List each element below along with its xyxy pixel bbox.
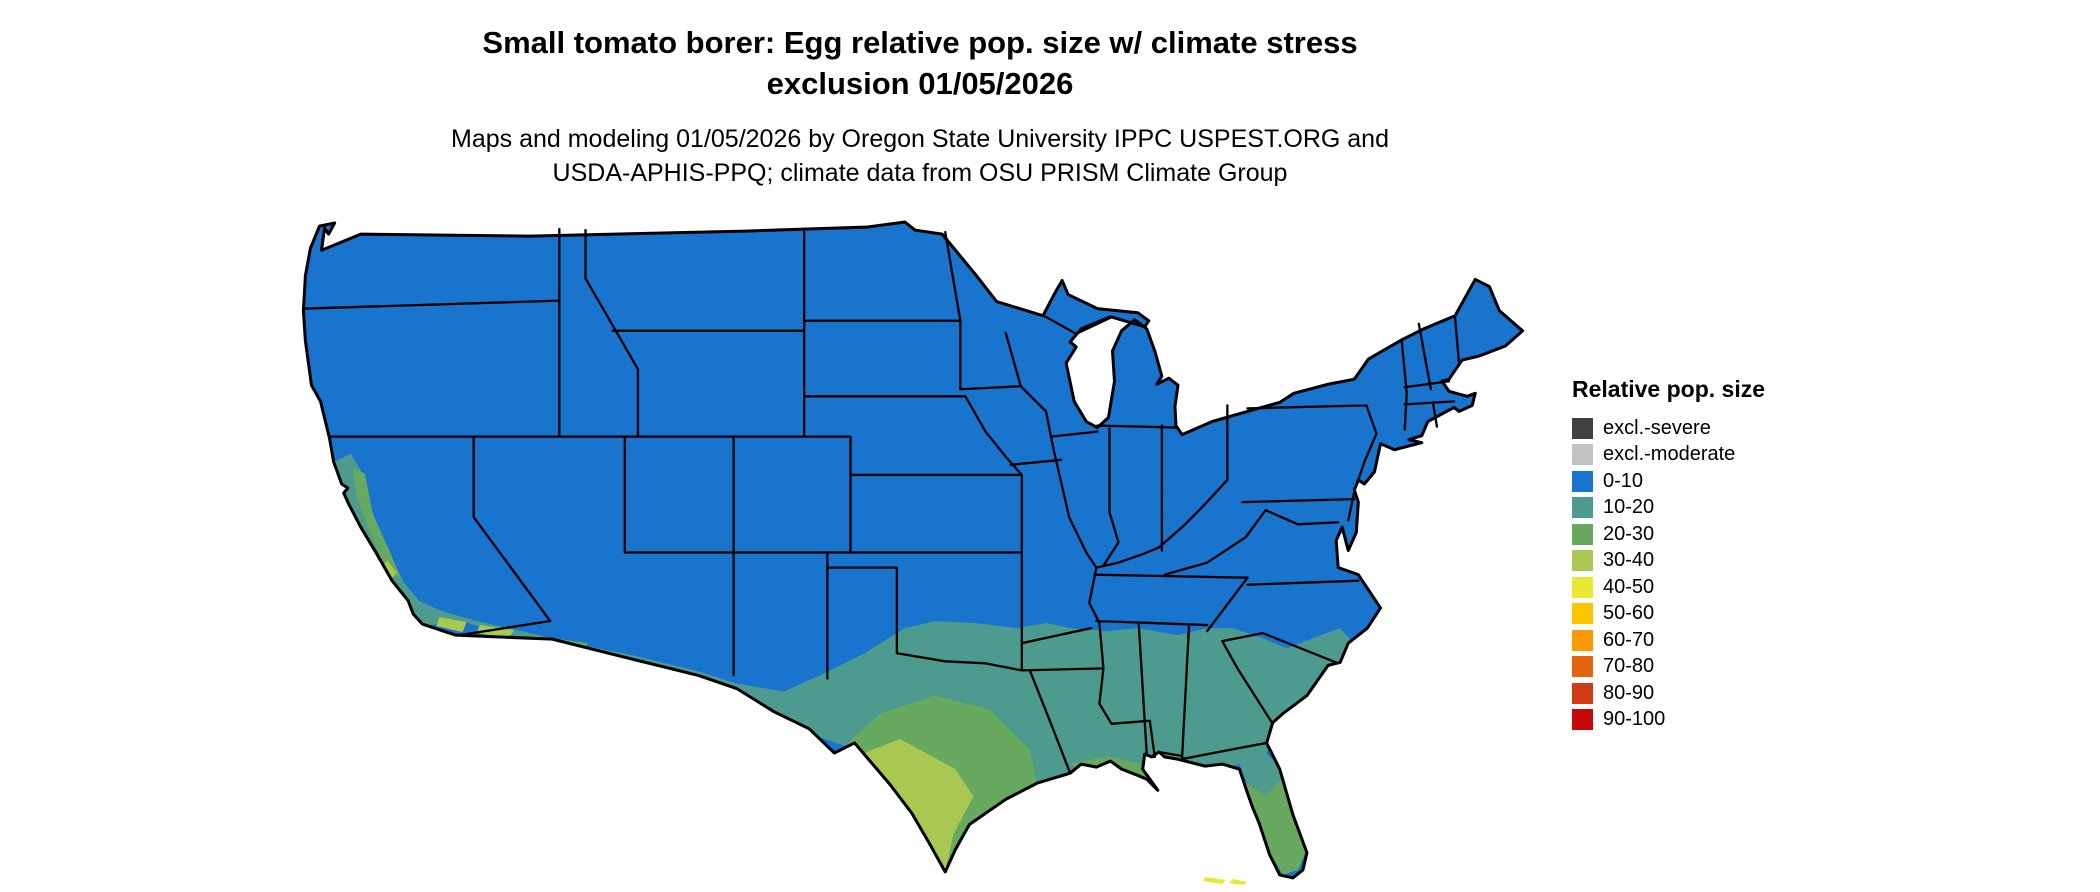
legend-item-label: 90-100 (1603, 708, 1666, 731)
legend-item-label: excl.-severe (1603, 416, 1711, 439)
legend-item-label: excl.-moderate (1603, 443, 1736, 466)
legend-item: 20-30 (1572, 521, 1852, 548)
legend-swatch (1572, 709, 1593, 731)
us-outline (301, 220, 1525, 880)
legend-item-label: 20-30 (1603, 522, 1655, 545)
legend-swatch (1572, 656, 1593, 678)
region-40-50-florida-keys (1203, 876, 1248, 885)
legend-item: 70-80 (1572, 654, 1852, 681)
us-map (301, 220, 1525, 885)
legend-swatch (1572, 603, 1593, 625)
legend-swatch (1572, 470, 1593, 492)
legend-item-label: 60-70 (1603, 628, 1655, 651)
legend-swatch (1572, 523, 1593, 545)
legend-item-label: 10-20 (1603, 496, 1655, 519)
legend-item: excl.-moderate (1572, 442, 1852, 469)
legend-item-label: 40-50 (1603, 575, 1655, 598)
legend-item: 10-20 (1572, 495, 1852, 522)
page-subtitle-line2: USDA-APHIS-PPQ; climate data from OSU PR… (552, 159, 1288, 187)
legend-item-label: 80-90 (1603, 681, 1655, 704)
legend-swatch (1572, 497, 1593, 519)
legend-item-label: 50-60 (1603, 602, 1655, 625)
page-title-line2: exclusion 01/05/2026 (766, 66, 1074, 101)
legend-item-label: 0-10 (1603, 469, 1644, 492)
legend-item: 60-70 (1572, 627, 1852, 654)
legend-item-label: 70-80 (1603, 655, 1655, 678)
legend-item: 40-50 (1572, 574, 1852, 601)
legend-item: 30-40 (1572, 548, 1852, 575)
legend-title: Relative pop. size (1572, 376, 1766, 402)
legend-item: excl.-severe (1572, 415, 1852, 442)
legend-swatch (1572, 576, 1593, 598)
legend-item: 0-10 (1572, 468, 1852, 495)
legend-item: 90-100 (1572, 707, 1852, 734)
legend-swatch (1572, 444, 1593, 466)
page-subtitle-line1: Maps and modeling 01/05/2026 by Oregon S… (451, 125, 1389, 153)
legend-item: 80-90 (1572, 680, 1852, 707)
state-borders (302, 227, 1461, 775)
page-title-line1: Small tomato borer: Egg relative pop. si… (482, 25, 1358, 60)
legend-swatch (1572, 629, 1593, 651)
legend-swatch (1572, 550, 1593, 572)
legend-item-label: 30-40 (1603, 549, 1655, 572)
legend-swatch (1572, 417, 1593, 439)
page-subtitle: Maps and modeling 01/05/2026 by Oregon S… (260, 122, 1580, 190)
legend-swatch (1572, 682, 1593, 704)
legend-item: 50-60 (1572, 601, 1852, 628)
legend: Relative pop. size excl.-severe excl.-mo… (1572, 376, 1852, 733)
page-title: Small tomato borer: Egg relative pop. si… (260, 22, 1580, 104)
